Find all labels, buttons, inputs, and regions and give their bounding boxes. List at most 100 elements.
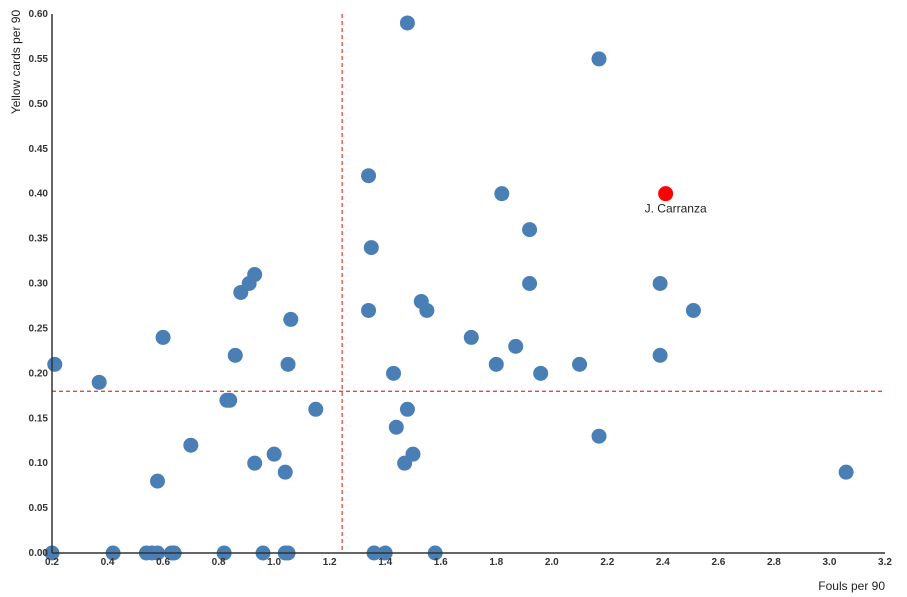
y-tick: 0.55: [29, 54, 49, 65]
data-point[interactable]: [463, 329, 479, 345]
svg-text:3.2: 3.2: [878, 557, 892, 568]
x-tick: 1.0: [267, 557, 281, 568]
data-point[interactable]: [405, 446, 421, 462]
svg-text:3.0: 3.0: [823, 557, 837, 568]
data-point[interactable]: [280, 356, 296, 372]
x-tick: 1.4: [378, 557, 392, 568]
data-point[interactable]: [494, 186, 510, 202]
svg-text:0.10: 0.10: [29, 458, 49, 469]
data-point[interactable]: [522, 222, 538, 238]
svg-text:0.05: 0.05: [29, 503, 49, 514]
data-point[interactable]: [222, 392, 238, 408]
y-tick: 0.60: [29, 9, 49, 20]
data-point[interactable]: [533, 365, 549, 381]
svg-text:1.8: 1.8: [489, 557, 503, 568]
svg-text:0.45: 0.45: [29, 144, 49, 155]
x-tick: 2.2: [600, 557, 614, 568]
highlighted-player: J. Carranza: [645, 186, 707, 216]
data-point[interactable]: [227, 347, 243, 363]
x-tick: 1.8: [489, 557, 503, 568]
y-axis: 0.00 0.05 0.10 0.15 0.20 0.25 0.30 0.35 0.40 0.45…: [29, 9, 53, 559]
svg-text:0.00: 0.00: [29, 548, 49, 559]
x-tick: 2.6: [711, 557, 725, 568]
svg-text:0.2: 0.2: [45, 557, 59, 568]
data-point[interactable]: [361, 302, 377, 318]
data-point[interactable]: [247, 455, 263, 471]
x-tick: 1.2: [323, 557, 337, 568]
x-tick: 2.0: [545, 557, 559, 568]
data-point[interactable]: [488, 356, 504, 372]
data-point[interactable]: [247, 267, 263, 283]
data-point[interactable]: [47, 356, 63, 372]
data-point[interactable]: [150, 473, 166, 489]
data-point[interactable]: [419, 302, 435, 318]
highlight-point[interactable]: [658, 186, 674, 202]
data-point[interactable]: [155, 329, 171, 345]
svg-text:0.15: 0.15: [29, 413, 49, 424]
data-point[interactable]: [388, 419, 404, 435]
data-point[interactable]: [183, 437, 199, 453]
x-tick: 3.0: [823, 557, 837, 568]
reference-lines: [52, 14, 885, 553]
svg-text:0.8: 0.8: [212, 557, 226, 568]
x-tick: 2.4: [656, 557, 670, 568]
x-tick: 0.4: [101, 557, 115, 568]
svg-text:2.4: 2.4: [656, 557, 670, 568]
data-point[interactable]: [652, 347, 668, 363]
data-point[interactable]: [591, 51, 607, 67]
x-tick: 0.2: [45, 557, 59, 568]
y-tick: 0.10: [29, 458, 49, 469]
data-point[interactable]: [361, 168, 377, 184]
svg-text:1.0: 1.0: [267, 557, 281, 568]
data-point[interactable]: [591, 428, 607, 444]
data-point[interactable]: [277, 464, 293, 480]
data-point[interactable]: [685, 302, 701, 318]
svg-text:0.55: 0.55: [29, 54, 49, 65]
y-axis-title: Yellow cards per 90: [9, 10, 23, 115]
data-point[interactable]: [572, 356, 588, 372]
svg-text:0.6: 0.6: [156, 557, 170, 568]
svg-text:2.0: 2.0: [545, 557, 559, 568]
data-point[interactable]: [399, 15, 415, 31]
data-point[interactable]: [838, 464, 854, 480]
y-tick: 0.05: [29, 503, 49, 514]
svg-text:1.6: 1.6: [434, 557, 448, 568]
svg-text:1.4: 1.4: [378, 557, 392, 568]
svg-text:2.6: 2.6: [711, 557, 725, 568]
y-tick: 0.45: [29, 144, 49, 155]
y-tick: 0.40: [29, 189, 49, 200]
highlight-label: J. Carranza: [645, 202, 707, 216]
svg-text:0.60: 0.60: [29, 9, 49, 20]
data-point[interactable]: [283, 311, 299, 327]
data-point[interactable]: [522, 276, 538, 291]
x-axis: 0.2 0.4 0.6 0.8 1.0 1.2 1.4 1.6 1.8 2.0 2.2 2.4 2.6 2…: [45, 552, 892, 568]
svg-text:0.35: 0.35: [29, 234, 49, 245]
data-point[interactable]: [266, 446, 282, 462]
data-point[interactable]: [386, 365, 402, 381]
y-tick: 0.20: [29, 368, 49, 379]
svg-text:0.50: 0.50: [29, 99, 49, 110]
svg-text:0.40: 0.40: [29, 189, 49, 200]
svg-text:0.30: 0.30: [29, 279, 49, 290]
svg-text:0.25: 0.25: [29, 323, 49, 334]
x-tick: 1.6: [434, 557, 448, 568]
x-tick: 3.2: [878, 557, 892, 568]
data-point[interactable]: [91, 374, 107, 390]
data-point[interactable]: [508, 338, 524, 354]
svg-text:2.8: 2.8: [767, 557, 781, 568]
data-point[interactable]: [652, 276, 668, 291]
svg-text:2.2: 2.2: [600, 557, 614, 568]
data-points: [44, 15, 854, 561]
x-tick: 0.8: [212, 557, 226, 568]
y-tick: 0.50: [29, 99, 49, 110]
svg-text:0.4: 0.4: [101, 557, 115, 568]
data-point[interactable]: [363, 240, 379, 256]
svg-text:1.2: 1.2: [323, 557, 337, 568]
y-tick: 0.35: [29, 234, 49, 245]
data-point[interactable]: [308, 401, 324, 417]
data-point[interactable]: [399, 401, 415, 417]
x-tick: 0.6: [156, 557, 170, 568]
svg-text:0.20: 0.20: [29, 368, 49, 379]
y-tick: 0.15: [29, 413, 49, 424]
